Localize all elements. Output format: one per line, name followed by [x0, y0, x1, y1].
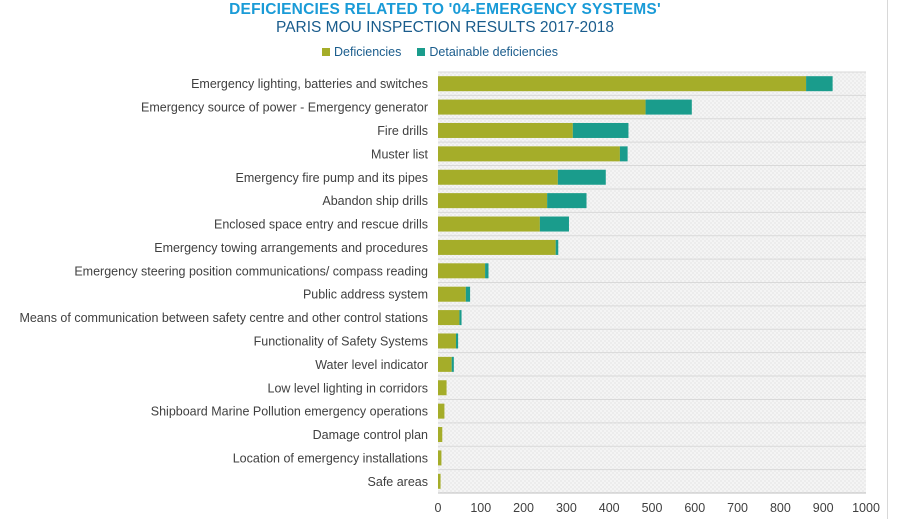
bar-detainable [557, 169, 606, 185]
y-category-label: Emergency towing arrangements and proced… [154, 241, 428, 255]
y-category-label: Emergency source of power - Emergency ge… [141, 101, 428, 115]
bar-deficiencies [438, 286, 466, 302]
bar-detainable [485, 263, 489, 279]
bar-detainable [539, 216, 569, 232]
chart-legend: Deficiencies Detainable deficiencies [322, 45, 574, 59]
y-category-label: Functionality of Safety Systems [254, 334, 428, 348]
y-category-label: Water level indicator [315, 358, 428, 372]
bar-deficiencies [438, 216, 540, 232]
x-tick-label: 200 [513, 501, 534, 515]
bar-detainable [547, 193, 587, 209]
bar-deficiencies [438, 310, 460, 326]
x-tick-label: 900 [813, 501, 834, 515]
x-tick-label: 500 [642, 501, 663, 515]
bar-deficiencies [438, 263, 486, 279]
bar-deficiencies [438, 193, 548, 209]
bar-detainable [459, 310, 462, 326]
bar-detainable [555, 239, 559, 255]
x-tick-label: 400 [599, 501, 620, 515]
bar-detainable [451, 356, 454, 372]
bar-detainable [806, 76, 833, 92]
bar-detainable [645, 99, 692, 115]
bar-deficiencies [438, 99, 646, 115]
bar-deficiencies [438, 356, 452, 372]
bar-deficiencies [438, 333, 456, 349]
legend-label-deficiencies: Deficiencies [334, 45, 402, 59]
x-tick-label: 300 [556, 501, 577, 515]
bar-detainable [619, 146, 628, 162]
y-category-label: Emergency lighting, batteries and switch… [191, 77, 428, 91]
chart-title: DEFICIENCIES RELATED TO '04-EMERGENCY SY… [229, 1, 661, 18]
y-category-label: Public address system [303, 288, 428, 302]
bar-deficiencies [438, 146, 620, 162]
legend-item-detainable: Detainable deficiencies [417, 45, 558, 59]
legend-swatch-detainable [417, 48, 426, 56]
legend-label-detainable: Detainable deficiencies [429, 45, 558, 59]
bar-deficiencies [438, 427, 443, 443]
y-category-label: Shipboard Marine Pollution emergency ope… [151, 405, 428, 419]
bar-detainable [465, 286, 471, 302]
bar-deficiencies [438, 473, 441, 489]
y-category-label: Muster list [371, 147, 428, 161]
y-category-label: Fire drills [377, 124, 428, 138]
x-tick-label: 600 [684, 501, 705, 515]
y-category-label: Emergency steering position communicatio… [74, 264, 428, 278]
bar-deficiencies [438, 122, 573, 138]
legend-swatch-deficiencies [322, 48, 330, 56]
x-tick-label: 700 [727, 501, 748, 515]
bar-detainable [572, 122, 629, 138]
x-tick-label: 100 [470, 501, 491, 515]
y-category-label: Damage control plan [313, 428, 428, 442]
x-tick-label: 1000 [852, 501, 880, 515]
bar-detainable [455, 333, 459, 349]
legend-item-deficiencies: Deficiencies [322, 45, 401, 59]
y-category-label: Location of emergency installations [233, 451, 428, 465]
bar-deficiencies [438, 450, 442, 466]
y-category-label: Enclosed space entry and rescue drills [214, 218, 428, 232]
y-category-label: Means of communication between safety ce… [19, 311, 428, 325]
x-tick-label: 800 [770, 501, 791, 515]
y-category-label: Low level lighting in corridors [268, 381, 429, 395]
chart-subtitle: PARIS MOU INSPECTION RESULTS 2017-2018 [276, 19, 614, 36]
bar-deficiencies [438, 239, 556, 255]
bar-deficiencies [438, 76, 807, 92]
bar-deficiencies [438, 169, 558, 185]
x-tick-label: 0 [435, 501, 442, 515]
bar-deficiencies [438, 403, 445, 419]
y-category-label: Emergency fire pump and its pipes [236, 171, 428, 185]
y-category-label: Safe areas [368, 475, 428, 489]
y-category-label: Abandon ship drills [322, 194, 428, 208]
bar-deficiencies [438, 380, 447, 396]
